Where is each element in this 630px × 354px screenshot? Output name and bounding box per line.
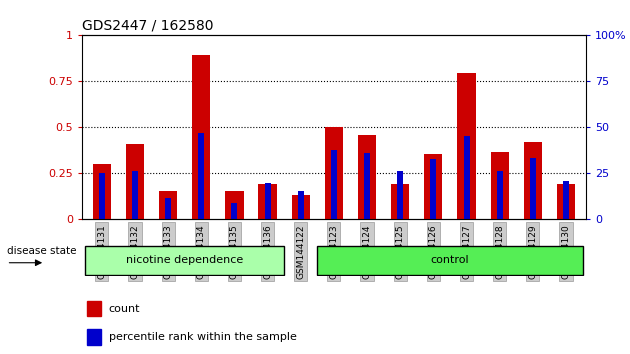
- Text: count: count: [109, 303, 140, 314]
- Bar: [391, 184, 410, 219]
- Bar: [491, 152, 509, 219]
- Bar: [192, 55, 210, 219]
- Bar: [325, 127, 343, 219]
- Bar: [530, 158, 536, 219]
- Text: disease state: disease state: [6, 246, 76, 256]
- Bar: [496, 171, 503, 219]
- Bar: [165, 198, 171, 219]
- Bar: [231, 203, 238, 219]
- Bar: [457, 73, 476, 219]
- Bar: [93, 164, 111, 219]
- Bar: [318, 246, 583, 275]
- Text: percentile rank within the sample: percentile rank within the sample: [109, 332, 297, 342]
- Bar: [198, 133, 204, 219]
- Bar: [85, 246, 284, 275]
- Text: nicotine dependence: nicotine dependence: [126, 255, 243, 264]
- Bar: [87, 301, 101, 316]
- Bar: [226, 191, 244, 219]
- Bar: [99, 173, 105, 219]
- Bar: [524, 142, 542, 219]
- Bar: [464, 136, 469, 219]
- Text: GDS2447 / 162580: GDS2447 / 162580: [82, 19, 214, 33]
- Bar: [159, 191, 177, 219]
- Bar: [364, 153, 370, 219]
- Bar: [265, 183, 270, 219]
- Bar: [430, 159, 437, 219]
- Bar: [258, 184, 277, 219]
- Bar: [398, 171, 403, 219]
- Bar: [292, 195, 310, 219]
- Bar: [557, 184, 575, 219]
- Bar: [331, 150, 337, 219]
- Bar: [132, 171, 138, 219]
- Bar: [358, 135, 376, 219]
- Text: control: control: [431, 255, 469, 264]
- Bar: [126, 144, 144, 219]
- Bar: [424, 154, 442, 219]
- Bar: [87, 329, 101, 345]
- Bar: [563, 181, 569, 219]
- Bar: [298, 191, 304, 219]
